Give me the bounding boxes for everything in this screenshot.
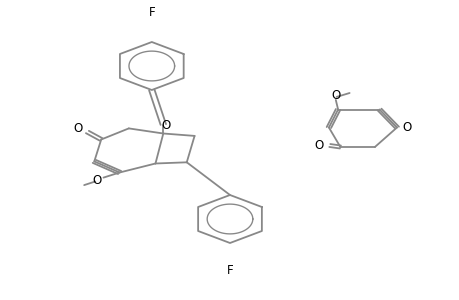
Text: F: F — [148, 5, 155, 19]
Text: O: O — [314, 139, 323, 152]
Text: O: O — [330, 89, 340, 103]
Text: O: O — [92, 173, 101, 187]
Text: O: O — [402, 121, 411, 134]
Text: F: F — [226, 263, 233, 277]
Text: O: O — [73, 122, 83, 135]
Text: O: O — [161, 118, 170, 132]
